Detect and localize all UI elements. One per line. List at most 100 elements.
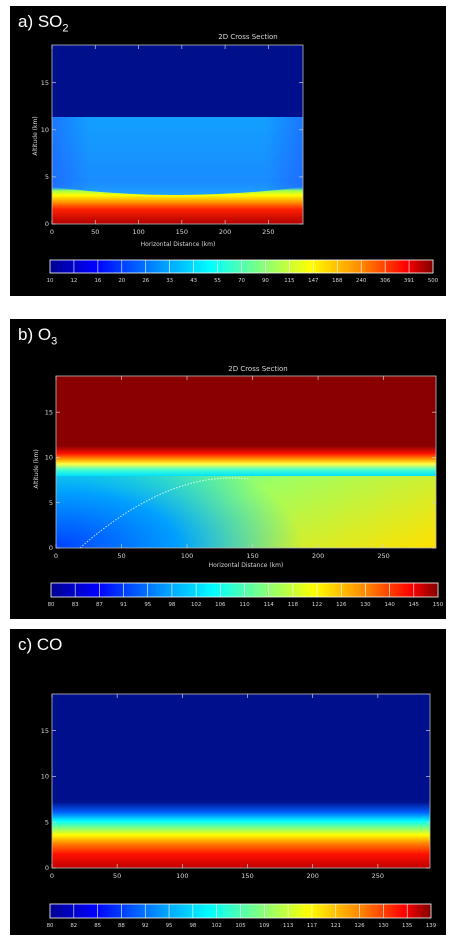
colorbar-b-tick-label: 91 <box>120 602 127 608</box>
colorbar-b-tick-label: 145 <box>409 602 419 608</box>
colorbar-b-tick-label: 122 <box>312 602 322 608</box>
colorbar-c-tick-label: 139 <box>426 923 437 929</box>
chart-a-ytick-label: 0 <box>45 220 49 228</box>
chart-b-ytick-label: 5 <box>49 499 53 507</box>
colorbar-b-tick-label: 130 <box>360 602 371 608</box>
chart-a-ytick-label: 5 <box>45 173 49 181</box>
colorbar-b-tick-label: 83 <box>72 602 79 608</box>
panel-b-o3: b) O3 <box>10 319 446 619</box>
co-cross-section-chart: 0 50 100 150 200 250 0 5 10 15 80 82 85 88 92 95 98 102… <box>41 693 437 929</box>
chart-c-ytick-label: 5 <box>45 818 49 826</box>
chart-a-xlabel: Horizontal Distance (km) <box>141 241 216 248</box>
colorbar-c-tick-label: 98 <box>189 923 196 929</box>
chart-b-ylabel: Altitude (km) <box>33 449 40 488</box>
colorbar-a-tick-label: 33 <box>166 278 173 284</box>
colorbar-b-tick-label: 114 <box>264 602 275 608</box>
panel-b-label: b) O3 <box>18 325 58 348</box>
chart-b-xlabel: Horizontal Distance (km) <box>209 562 284 569</box>
colorbar-a-tick-label: 188 <box>332 278 343 284</box>
colorbar-c-tick-label: 113 <box>283 923 293 929</box>
colorbar-c: 80 82 85 88 92 95 98 102 105 109 113 117 121 126 130 13… <box>47 903 437 929</box>
colorbar-b-tick-label: 150 <box>433 602 444 608</box>
chart-c-xtick-label: 200 <box>306 872 318 880</box>
chart-a-xtick-label: 100 <box>132 228 144 236</box>
colorbar-b-tick-label: 110 <box>239 602 250 608</box>
colorbar-c-tick-label: 109 <box>259 923 270 929</box>
colorbar-a-tick-label: 16 <box>94 278 101 284</box>
chart-b-xtick-label: 100 <box>181 552 193 560</box>
o3-cross-section-chart: 2D Cross Section 0 50 100 150 200 250 051015 … <box>33 365 444 608</box>
colorbar-c-tick-label: 85 <box>94 923 101 929</box>
colorbar-a-tick-label: 500 <box>428 278 439 284</box>
colorbar-b-tick-label: 87 <box>96 602 103 608</box>
chart-c-xtick-label: 250 <box>372 872 384 880</box>
colorbar-c-tick-label: 95 <box>166 923 173 929</box>
colorbar-a: 10 12 16 20 26 33 43 55 70 90 115 147 188 240 306 391 50… <box>47 259 439 284</box>
colorbar-b-tick-label: 80 <box>48 602 55 608</box>
chart-b-ytick-label: 10 <box>45 454 53 462</box>
chart-c-xtick-label: 100 <box>176 872 188 880</box>
colorbar-a-tick-label: 12 <box>71 278 78 284</box>
colorbar-c-tick-label: 130 <box>378 923 389 929</box>
colorbar-c-tick-label: 121 <box>331 923 341 929</box>
chart-a-ylabel: Altitude (km) <box>32 116 39 155</box>
chart-c-ytick-label: 10 <box>41 773 49 781</box>
colorbar-b-tick-label: 106 <box>215 602 226 608</box>
colorbar-b-tick-label: 95 <box>144 602 151 608</box>
colorbar-a-tick-label: 20 <box>118 278 125 284</box>
colorbar-c-tick-label: 105 <box>235 923 245 929</box>
colorbar-a-tick-label: 70 <box>238 278 245 284</box>
chart-b-xtick-label: 150 <box>246 552 258 560</box>
so2-cross-section-chart: 2D Cross Section 0 50 100 150 200 250 051015 … <box>32 33 439 284</box>
colorbar-a-tick-label: 10 <box>47 278 54 284</box>
chart-c-xtick-label: 150 <box>241 872 253 880</box>
chart-a-title: 2D Cross Section <box>218 33 278 41</box>
panel-c-label: c) CO <box>18 635 63 654</box>
chart-c-xtick-label: 50 <box>113 872 121 880</box>
plot-area-b <box>55 375 437 549</box>
colorbar-c-tick-label: 88 <box>118 923 125 929</box>
chart-a-xtick-label: 50 <box>91 228 99 236</box>
colorbar-b-tick-label: 118 <box>288 602 299 608</box>
plot-area-a <box>51 44 304 225</box>
chart-b-xtick-label: 250 <box>377 552 389 560</box>
chart-a-ytick-label: 10 <box>41 126 49 134</box>
colorbar-a-tick-label: 147 <box>308 278 318 284</box>
colorbar-a-tick-label: 240 <box>356 278 367 284</box>
colorbar-c-tick-label: 82 <box>70 923 77 929</box>
plot-area-c <box>51 693 431 869</box>
colorbar-a-tick-label: 306 <box>380 278 391 284</box>
chart-c-ytick-label: 15 <box>41 727 49 735</box>
colorbar-a-tick-label: 115 <box>284 278 294 284</box>
colorbar-c-tick-label: 80 <box>47 923 54 929</box>
chart-b-ytick-label: 0 <box>49 544 53 552</box>
chart-b-xtick-label: 50 <box>117 552 125 560</box>
colorbar-c-tick-label: 126 <box>354 923 365 929</box>
chart-a-xtick-label: 150 <box>176 228 188 236</box>
chart-b-title: 2D Cross Section <box>228 365 288 373</box>
chart-a-xtick-label: 250 <box>262 228 274 236</box>
colorbar-b-tick-label: 98 <box>169 602 176 608</box>
colorbar-c-tick-label: 102 <box>212 923 222 929</box>
colorbar-c-tick-label: 92 <box>142 923 149 929</box>
colorbar-a-tick-label: 391 <box>404 278 414 284</box>
colorbar-b: 80 83 87 91 95 98 102 106 110 114 118 122 126 130 140 1… <box>48 582 444 608</box>
colorbar-b-tick-label: 140 <box>384 602 395 608</box>
colorbar-c-tick-label: 117 <box>307 923 317 929</box>
chart-a-xtick-label: 200 <box>219 228 231 236</box>
colorbar-c-tick-label: 135 <box>402 923 412 929</box>
chart-b-ytick-label: 15 <box>45 408 53 416</box>
chart-c-xtick-label: 0 <box>50 872 54 880</box>
panel-a-so2: a) SO2 <box>10 6 446 296</box>
colorbar-b-tick-label: 102 <box>191 602 201 608</box>
colorbar-a-tick-label: 90 <box>262 278 269 284</box>
chart-a-ytick-label: 15 <box>41 79 49 87</box>
panel-c-co: c) CO <box>10 629 446 935</box>
colorbar-a-tick-label: 43 <box>190 278 197 284</box>
chart-b-xtick-label: 0 <box>54 552 58 560</box>
chart-c-ytick-label: 0 <box>45 864 49 872</box>
colorbar-b-tick-label: 126 <box>336 602 347 608</box>
colorbar-a-tick-label: 26 <box>142 278 149 284</box>
chart-a-xtick-label: 0 <box>50 228 54 236</box>
panel-a-label: a) SO2 <box>18 12 69 35</box>
